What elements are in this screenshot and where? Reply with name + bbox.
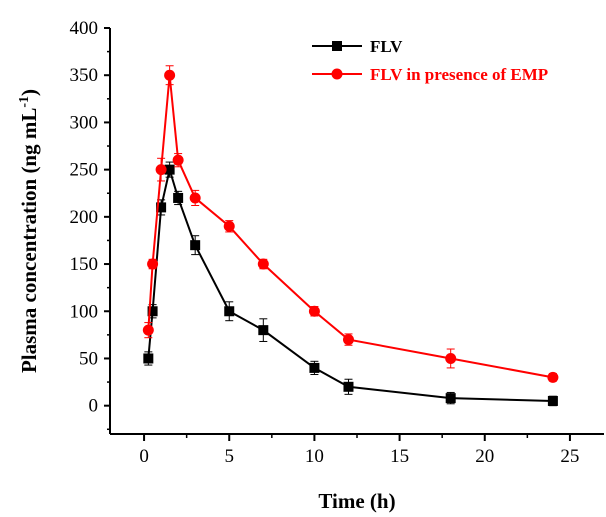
data-point	[258, 325, 269, 336]
y-axis-title-suffix: )	[17, 89, 41, 96]
data-point	[342, 334, 354, 346]
y-tick-label: 250	[70, 160, 99, 181]
y-tick-label: 200	[70, 207, 99, 228]
y-axis-title: Plasma concentration (ng mL-1)	[17, 89, 41, 373]
x-tick-label: 20	[475, 446, 494, 467]
data-point	[147, 258, 159, 270]
data-point	[155, 164, 167, 176]
legend: FLV FLV in presence of EMP	[312, 37, 548, 84]
data-point	[164, 69, 176, 81]
x-ticks: 0 5 10 15 20 25	[139, 434, 579, 467]
data-point	[343, 381, 354, 392]
legend-label-flv: FLV	[370, 37, 403, 56]
y-tick-label: 400	[70, 18, 99, 39]
y-ticks: 0 50 100 150 200 250 300 350 400	[70, 18, 110, 431]
data-point	[190, 240, 201, 251]
data-point	[547, 371, 559, 383]
data-point	[173, 192, 184, 203]
data-point	[143, 353, 154, 364]
data-point	[189, 192, 201, 204]
legend-item-flv: FLV	[312, 37, 403, 56]
data-point	[164, 164, 175, 175]
data-point	[142, 324, 154, 336]
x-tick-label: 0	[139, 446, 149, 467]
data-point	[156, 202, 167, 213]
x-tick-label: 25	[560, 446, 579, 467]
y-tick-label: 100	[70, 301, 99, 322]
data-point	[547, 395, 558, 406]
y-tick-label: 150	[70, 254, 99, 275]
data-point	[172, 154, 184, 166]
series-layer	[142, 65, 559, 407]
y-tick-label: 350	[70, 65, 99, 86]
data-point	[308, 305, 320, 317]
series-line	[147, 75, 554, 379]
data-point	[445, 352, 457, 364]
y-axis-title-sup: -1	[17, 96, 32, 108]
legend-item-flv-emp: FLV in presence of EMP	[312, 65, 548, 84]
x-tick-label: 10	[305, 446, 324, 467]
series-line	[147, 165, 553, 402]
series-flv	[143, 161, 558, 407]
y-tick-label: 300	[70, 112, 99, 133]
legend-marker-flv-emp	[331, 68, 343, 80]
data-point	[223, 220, 235, 232]
y-tick-label: 50	[79, 348, 98, 369]
y-axis-title-main: Plasma concentration (ng mL	[17, 108, 41, 373]
data-point	[257, 258, 269, 270]
data-point	[147, 306, 158, 317]
data-point	[224, 306, 235, 317]
legend-marker-flv	[332, 41, 342, 51]
data-point	[445, 393, 456, 404]
x-tick-label: 15	[390, 446, 409, 467]
data-point	[309, 362, 320, 373]
y-tick-label: 0	[89, 396, 99, 417]
legend-label-flv-emp: FLV in presence of EMP	[370, 65, 548, 84]
series-flv-emp	[142, 65, 559, 383]
x-tick-label: 5	[224, 446, 234, 467]
x-axis-title: Time (h)	[318, 489, 395, 513]
